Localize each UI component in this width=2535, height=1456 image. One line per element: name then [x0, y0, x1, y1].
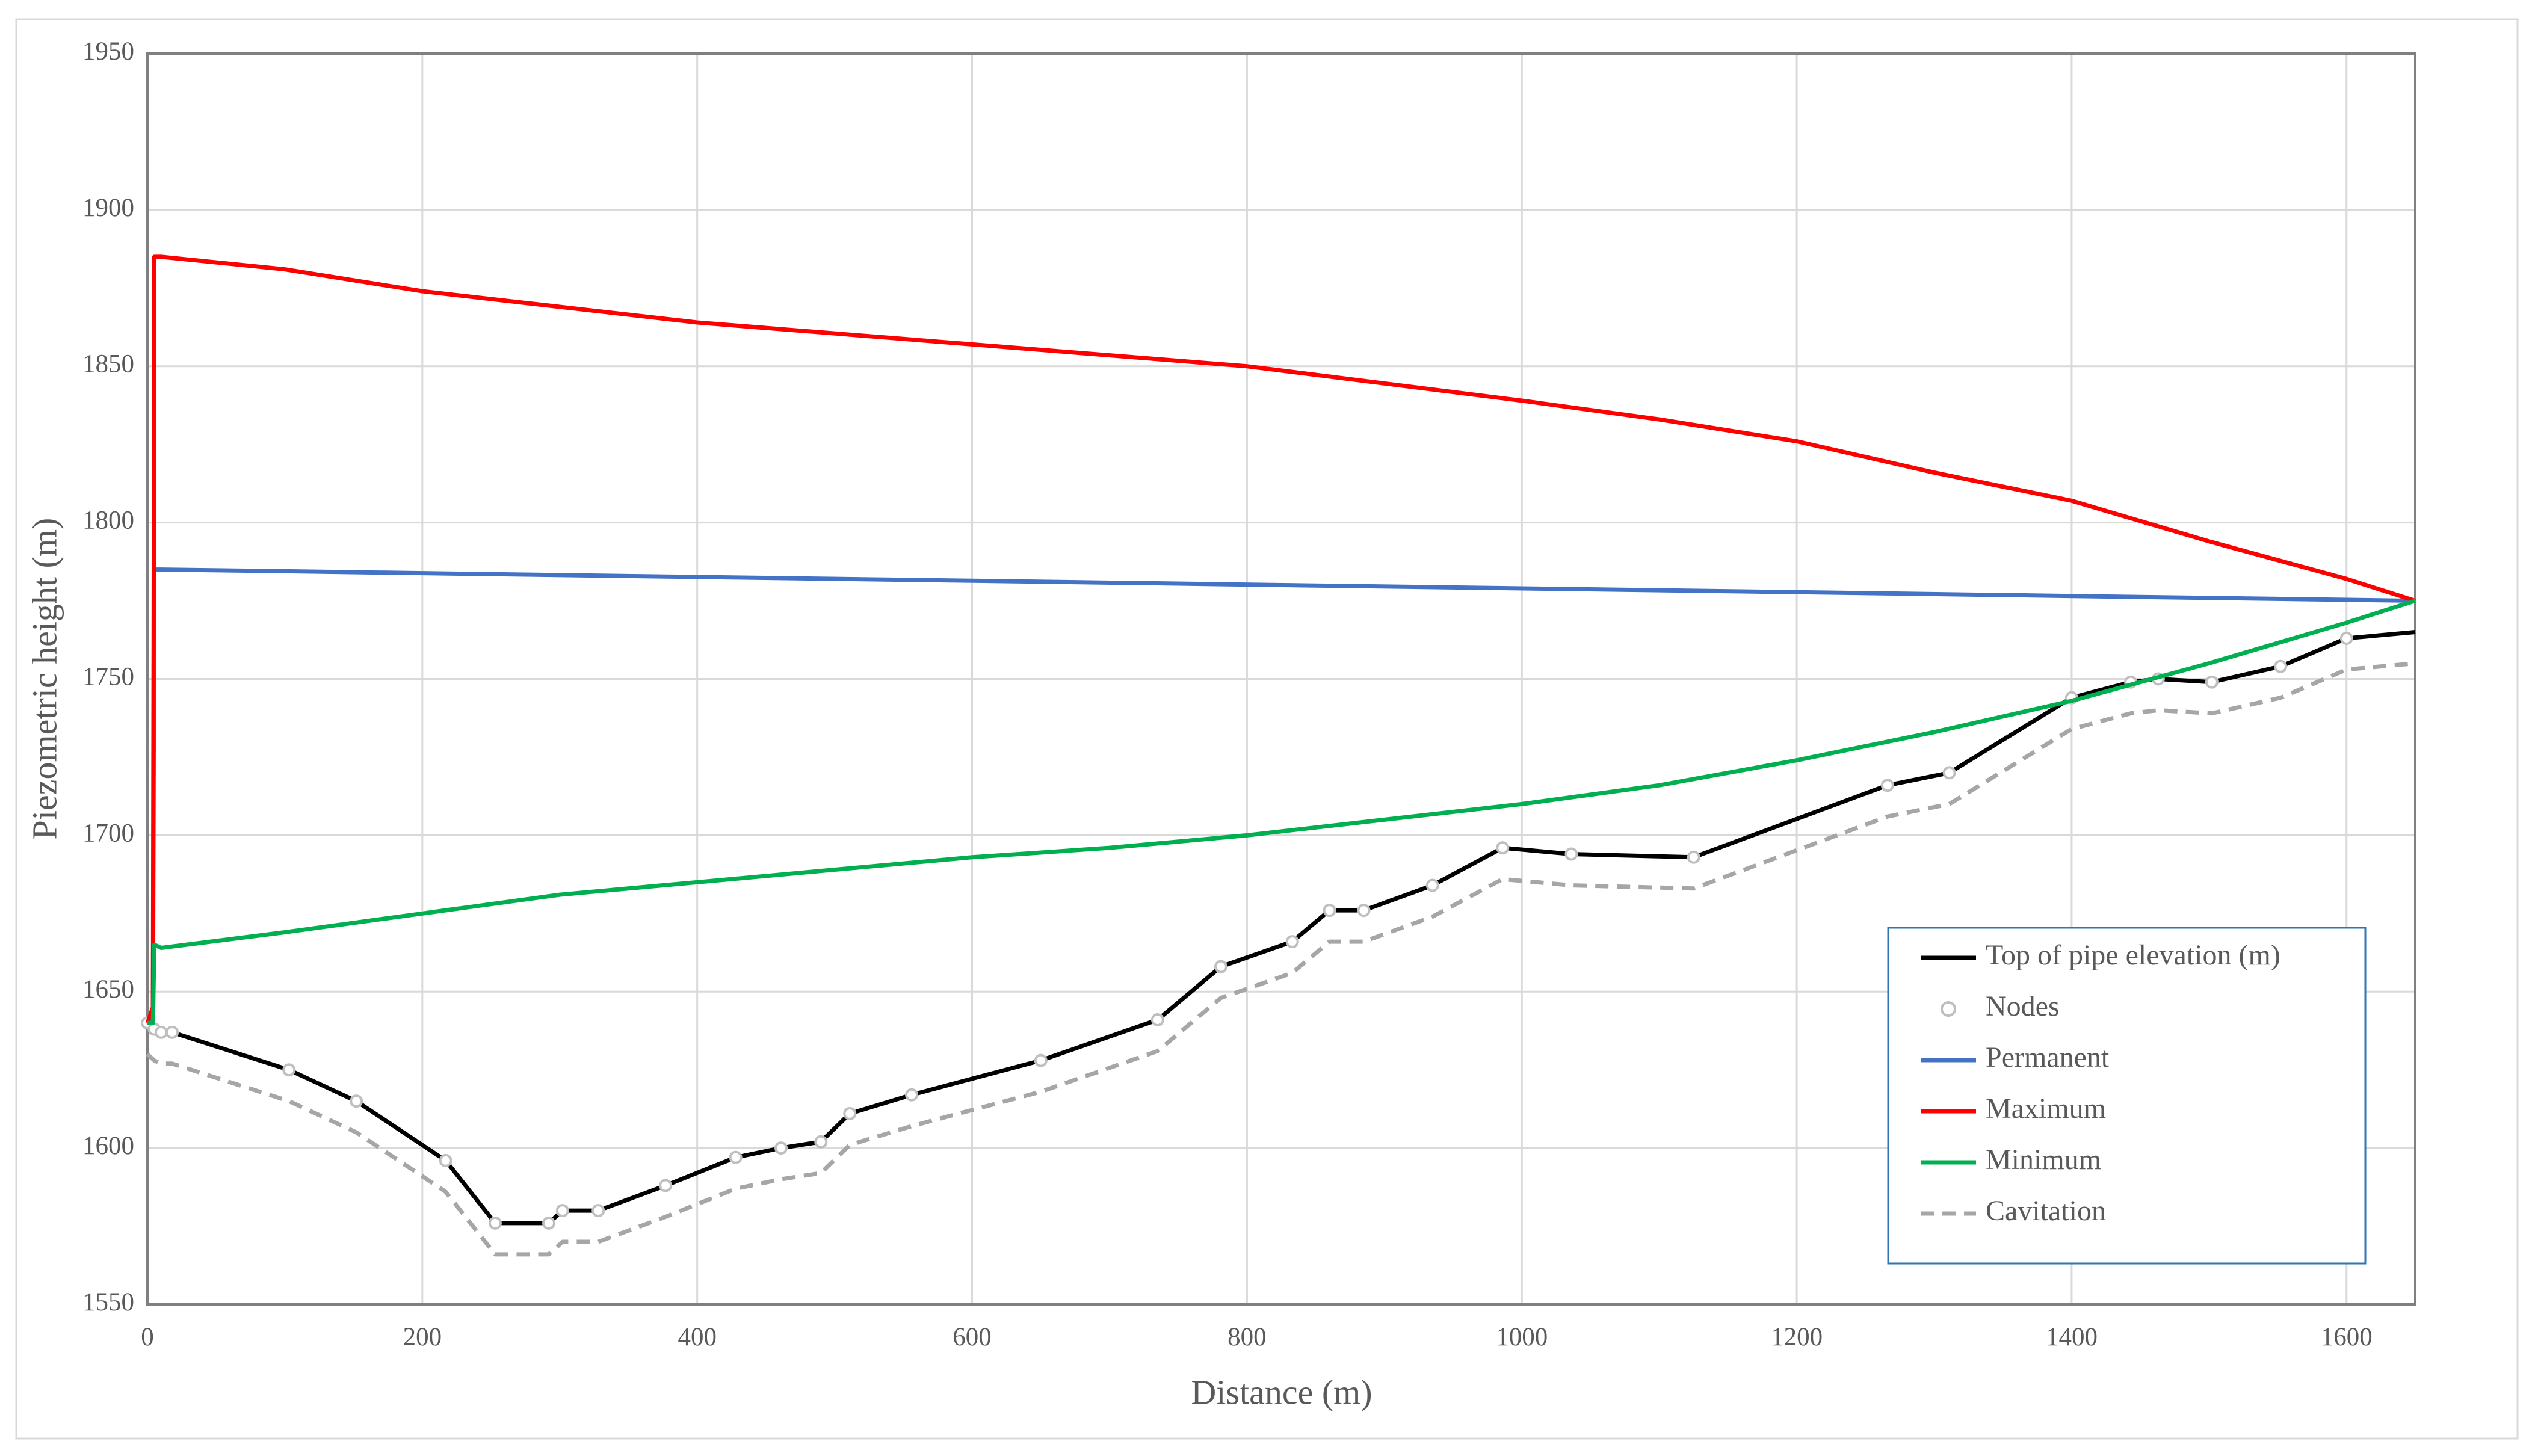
node-marker [659, 1179, 673, 1192]
y-tick-label: 1550 [82, 1288, 134, 1316]
legend-label: Top of pipe elevation (m) [1986, 939, 2280, 971]
node-marker [439, 1153, 452, 1167]
y-tick-label: 1800 [82, 507, 134, 535]
x-tick-label: 1200 [1771, 1323, 1823, 1351]
node-marker [1323, 904, 1336, 918]
node-marker [1214, 960, 1227, 973]
node-marker [1564, 847, 1578, 861]
node-marker [1285, 935, 1299, 949]
x-tick-label: 800 [1227, 1323, 1267, 1351]
node-marker [1034, 1053, 1048, 1067]
plot-frame [146, 52, 2416, 1306]
legend-box [1887, 927, 2367, 1265]
x-tick-label: 600 [953, 1323, 992, 1351]
y-tick-label: 1950 [82, 37, 134, 66]
series-line [147, 599, 2416, 1025]
node-marker [1880, 779, 1894, 792]
node-marker [2274, 659, 2288, 673]
legend-label: Nodes [1986, 990, 2060, 1022]
node-marker [905, 1088, 919, 1102]
y-tick-label: 1700 [82, 819, 134, 847]
node-marker [1150, 1013, 1164, 1027]
legend-label: Minimum [1986, 1144, 2101, 1176]
legend: Top of pipe elevation (m) Nodes Permanent M… [1887, 927, 2367, 1265]
series-line [145, 254, 2416, 1024]
legend-marker [1941, 1001, 1956, 1017]
x-tick-label: 400 [678, 1323, 717, 1351]
x-tick-label: 0 [141, 1323, 154, 1351]
node-marker [1687, 850, 1700, 864]
node-marker [154, 1025, 168, 1039]
x-tick-label: 1600 [2321, 1323, 2373, 1351]
node-marker [843, 1106, 857, 1120]
node-marker [350, 1094, 363, 1108]
node-marker [282, 1063, 296, 1077]
node-marker [165, 1025, 179, 1039]
y-tick-label: 1900 [82, 194, 134, 222]
x-axis-title: Distance (m) [1191, 1372, 1372, 1411]
y-tick-label: 1600 [82, 1132, 134, 1160]
node-marker [542, 1216, 555, 1230]
node-marker [1357, 904, 1371, 918]
x-tick-label: 1400 [2046, 1323, 2098, 1351]
series-line [146, 661, 2416, 1257]
node-marker [814, 1135, 828, 1149]
node-marker [1496, 841, 1510, 855]
node-marker [555, 1204, 569, 1218]
node-marker [1942, 766, 1956, 780]
node-marker [1425, 878, 1439, 892]
legend-label: Cavitation [1986, 1195, 2106, 1227]
y-axis-title: Piezometric height (m) [25, 518, 64, 840]
node-marker [2205, 675, 2219, 689]
legend-label: Maximum [1986, 1093, 2106, 1124]
node-marker [774, 1141, 788, 1155]
y-tick-label: 1850 [82, 350, 134, 378]
y-tick-label: 1750 [82, 662, 134, 691]
legend-label: Permanent [1986, 1041, 2110, 1073]
node-marker [2339, 631, 2353, 645]
node-marker [729, 1150, 743, 1164]
x-tick-label: 200 [403, 1323, 442, 1351]
x-tick-label: 1000 [1496, 1323, 1548, 1351]
node-marker [591, 1204, 605, 1218]
y-tick-label: 1650 [82, 975, 134, 1004]
node-marker [488, 1216, 502, 1230]
series-line [146, 630, 2416, 1226]
